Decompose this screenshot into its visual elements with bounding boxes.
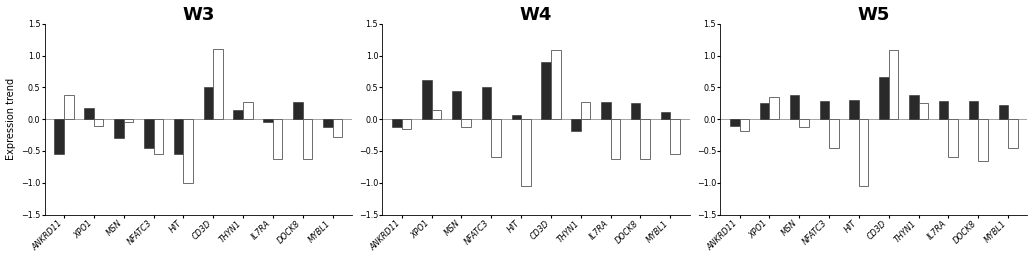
Bar [760, 103, 770, 119]
Bar [999, 105, 1008, 119]
Bar [969, 101, 978, 119]
Bar [541, 62, 551, 119]
Bar [451, 91, 462, 119]
Bar [303, 119, 312, 159]
Bar [204, 87, 213, 119]
Bar [611, 119, 620, 159]
Bar [858, 119, 869, 186]
Bar [948, 119, 958, 157]
Bar [333, 119, 342, 137]
Bar [94, 119, 103, 126]
Bar [55, 119, 64, 154]
Bar [978, 119, 988, 160]
Bar [551, 51, 561, 119]
Bar [740, 119, 749, 131]
Bar [819, 101, 829, 119]
Bar [511, 115, 521, 119]
Bar [243, 102, 253, 119]
Bar [174, 119, 184, 154]
Bar [888, 51, 899, 119]
Bar [432, 110, 441, 119]
Bar [462, 119, 471, 127]
Bar [233, 110, 243, 119]
Title: W4: W4 [520, 6, 553, 23]
Bar [492, 119, 501, 157]
Bar [939, 101, 948, 119]
Bar [293, 102, 303, 119]
Bar [829, 119, 839, 148]
Title: W5: W5 [857, 6, 890, 23]
Title: W3: W3 [182, 6, 215, 23]
Bar [1008, 119, 1018, 148]
Bar [64, 95, 73, 119]
Bar [154, 119, 163, 154]
Bar [640, 119, 650, 159]
Bar [879, 77, 888, 119]
Bar [601, 102, 611, 119]
Bar [273, 119, 282, 159]
Bar [918, 103, 928, 119]
Bar [909, 95, 918, 119]
Y-axis label: Expression trend: Expression trend [5, 78, 15, 160]
Bar [730, 119, 740, 126]
Bar [670, 119, 680, 154]
Bar [481, 87, 492, 119]
Bar [581, 102, 590, 119]
Bar [323, 119, 333, 127]
Bar [849, 100, 858, 119]
Bar [263, 119, 273, 122]
Bar [184, 119, 193, 183]
Bar [661, 111, 670, 119]
Bar [115, 119, 124, 138]
Bar [770, 97, 779, 119]
Bar [789, 95, 800, 119]
Bar [571, 119, 581, 131]
Bar [144, 119, 154, 148]
Bar [422, 80, 432, 119]
Bar [402, 119, 411, 129]
Bar [631, 103, 640, 119]
Bar [85, 108, 94, 119]
Bar [393, 119, 402, 127]
Bar [800, 119, 809, 127]
Bar [124, 119, 133, 122]
Bar [521, 119, 531, 186]
Bar [213, 49, 223, 119]
